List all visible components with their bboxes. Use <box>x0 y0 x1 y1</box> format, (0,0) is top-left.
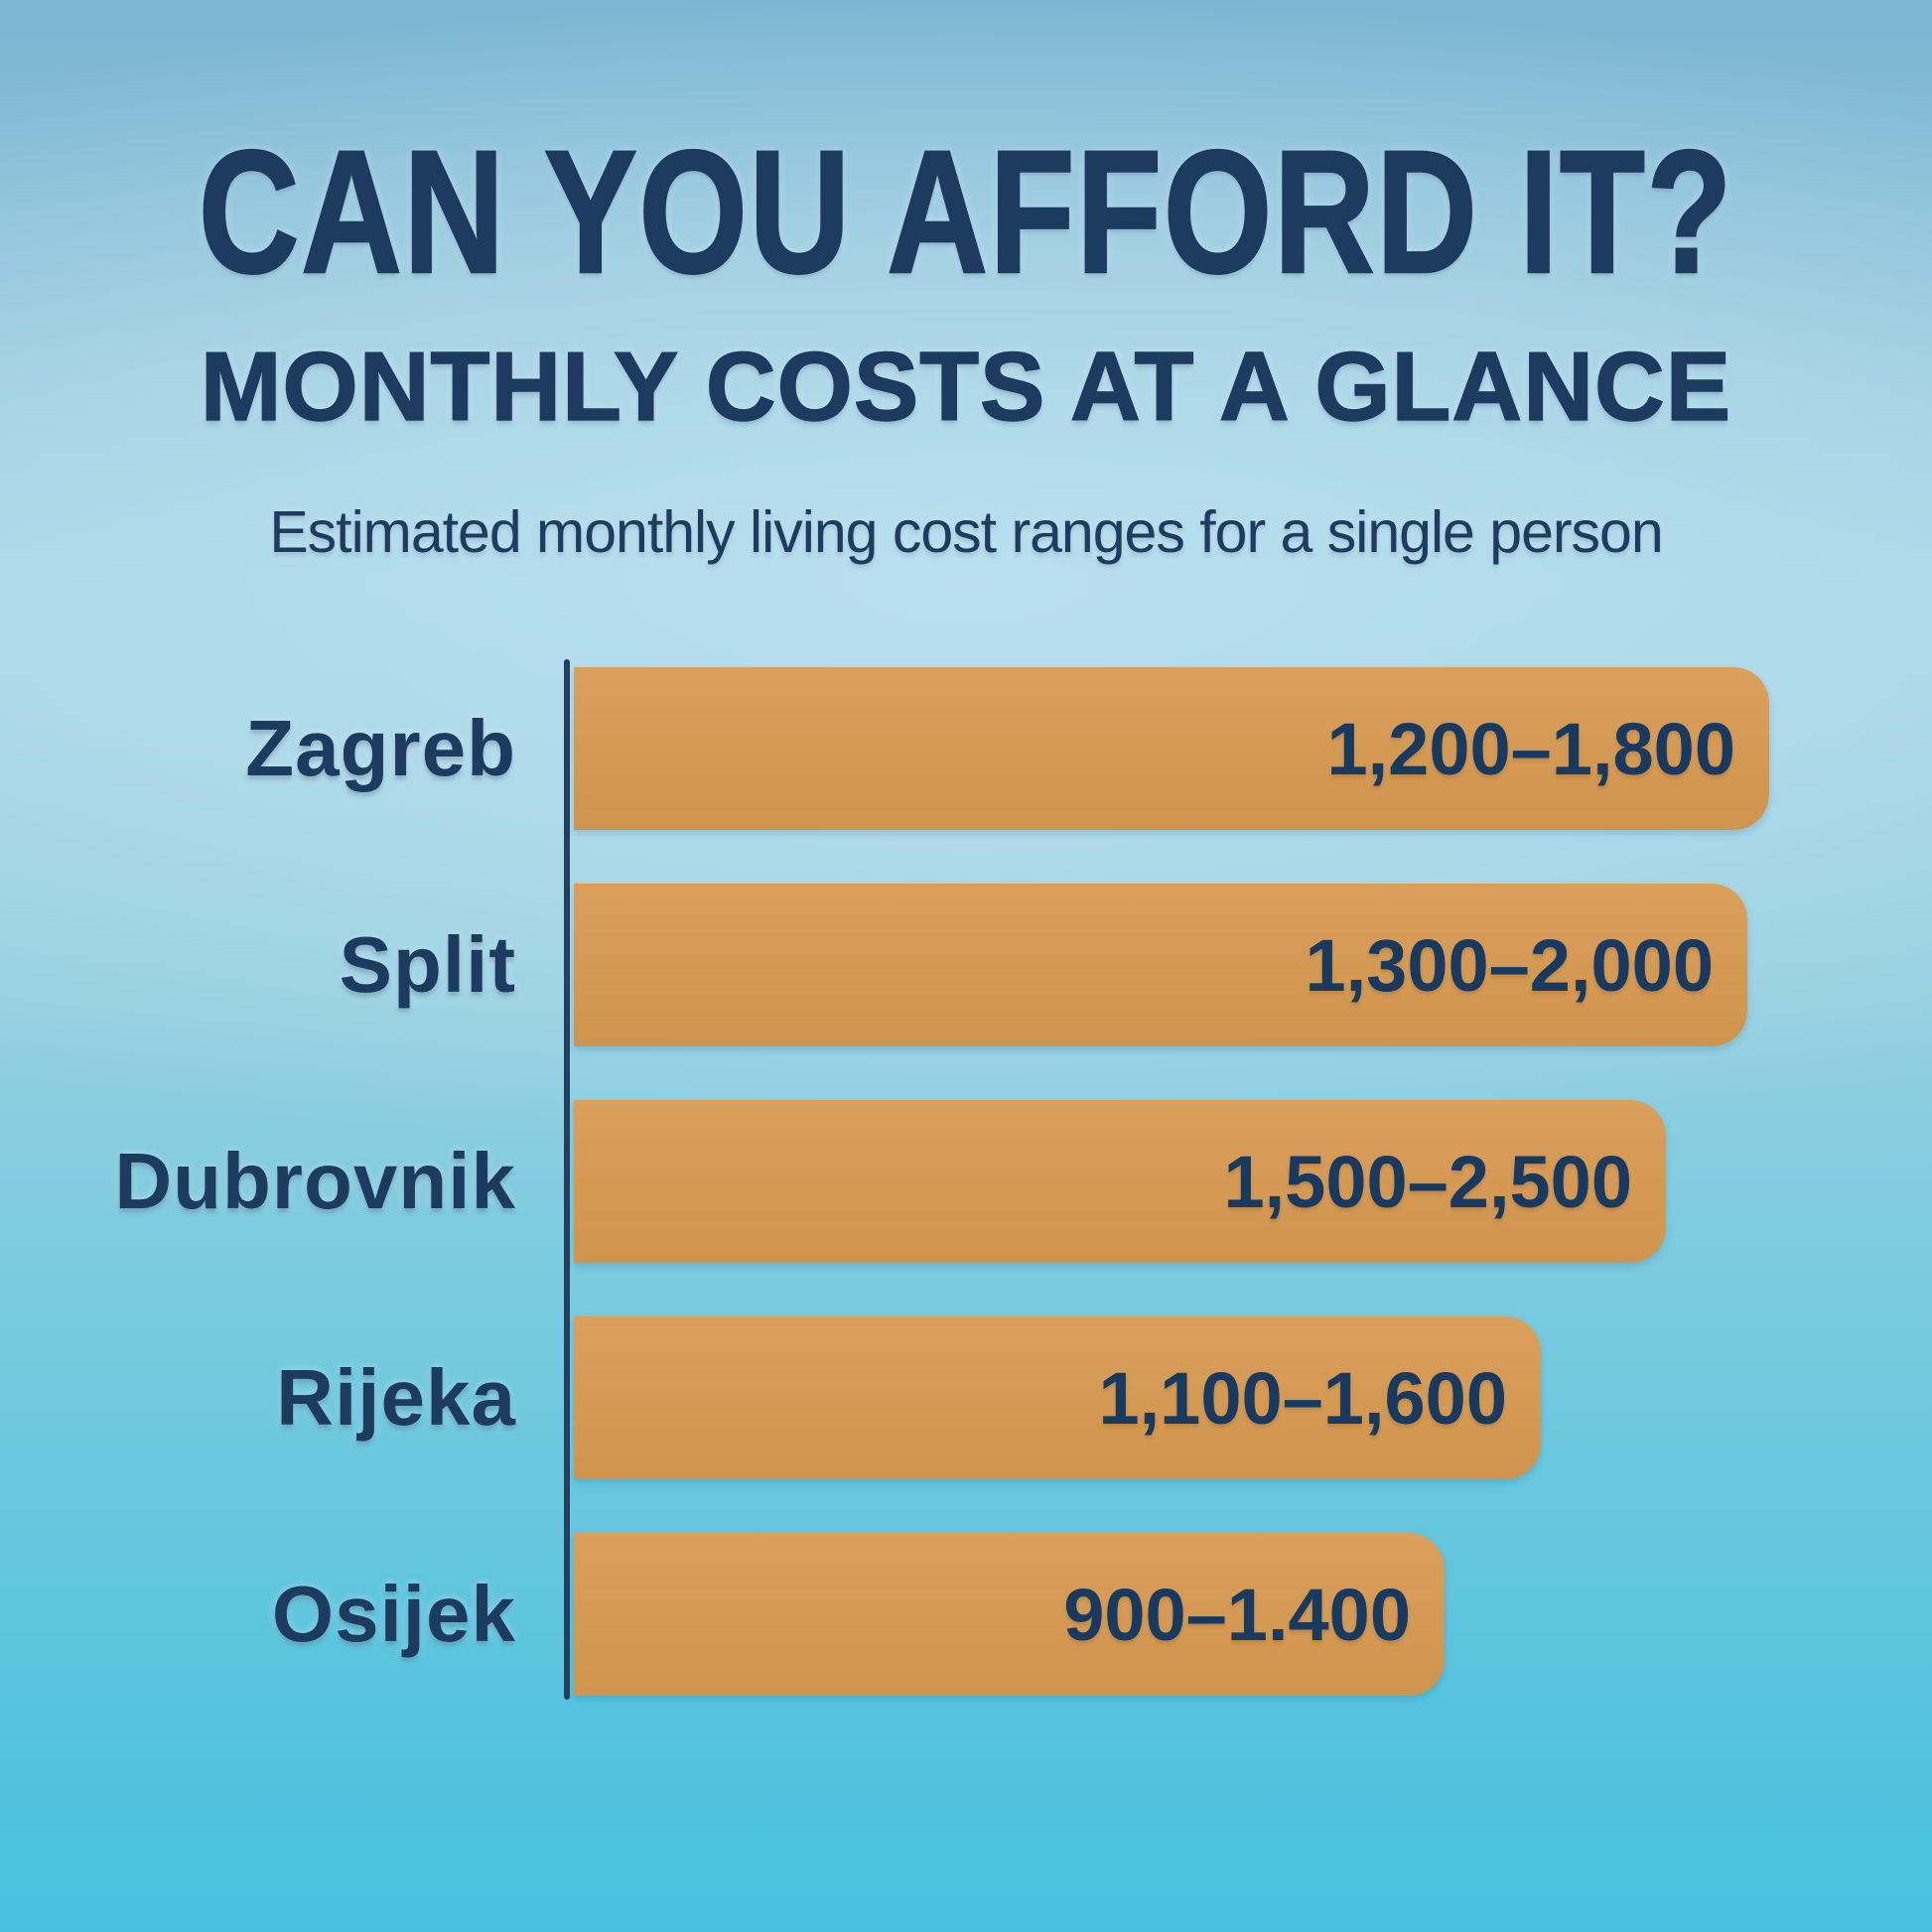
bar-value-label: 1,100–1,600 <box>1098 1356 1507 1440</box>
chart-row-dubrovnik: Dubrovnik 1,500–2,500 <box>0 1100 1932 1263</box>
chart-row-rijeka: Rijeka 1,100–1,600 <box>0 1316 1932 1479</box>
bar-dubrovnik: 1,500–2,500 <box>574 1100 1666 1263</box>
city-label: Osijek <box>271 1570 516 1658</box>
bar-zagreb: 1,200–1,800 <box>574 667 1769 830</box>
bar-value-label: 1,500–2,500 <box>1223 1140 1632 1223</box>
city-label: Dubrovnik <box>114 1137 516 1225</box>
page-description: Estimated monthly living cost ranges for… <box>269 499 1663 565</box>
chart-row-osijek: Osijek 900–1.400 <box>0 1533 1932 1696</box>
bar-split: 1,300–2,000 <box>574 884 1747 1046</box>
page-subtitle: MONTHLY COSTS AT A GLANCE <box>200 332 1732 441</box>
bar-value-label: 1,200–1,800 <box>1326 707 1735 790</box>
bar-osijek: 900–1.400 <box>574 1533 1445 1696</box>
city-label: Split <box>339 920 516 1009</box>
city-label: Rijeka <box>276 1353 516 1442</box>
bar-value-label: 1,300–2,000 <box>1305 923 1714 1007</box>
y-axis-line <box>564 659 570 1700</box>
chart-row-split: Split 1,300–2,000 <box>0 884 1932 1046</box>
bar-rijeka: 1,100–1,600 <box>574 1316 1541 1479</box>
city-label: Zagreb <box>245 704 516 792</box>
page-title: CAN YOU AFFORD IT? <box>198 115 1734 310</box>
chart-rows: Zagreb 1,200–1,800 Split 1,300–2,000 Dub… <box>0 667 1932 1696</box>
bar-chart: Zagreb 1,200–1,800 Split 1,300–2,000 Dub… <box>0 659 1932 1751</box>
chart-row-zagreb: Zagreb 1,200–1,800 <box>0 667 1932 830</box>
bar-value-label: 900–1.400 <box>1063 1573 1411 1656</box>
